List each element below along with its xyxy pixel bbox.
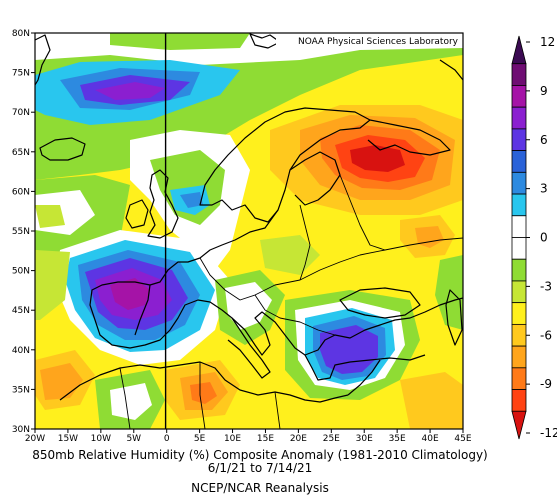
colorbar-segment	[511, 128, 527, 152]
colorbar-segment	[511, 215, 527, 238]
lon-label: 20W	[25, 434, 45, 444]
caption-dates: 6/1/21 to 7/14/21	[207, 461, 313, 475]
coast-caspian	[445, 289, 463, 346]
lat-label: 35N	[12, 385, 30, 395]
lat-label: 60N	[12, 187, 30, 197]
field-africa-white	[110, 383, 152, 420]
colorbar-segment	[511, 258, 527, 282]
colorbar-segment	[511, 35, 527, 65]
borders-east	[299, 204, 311, 281]
longitude-ticks: 20W 15W 10W 5W 0 5E 10E 15E 20E 25E 30E 35E 40E 45E	[25, 429, 472, 444]
borders-balkan	[254, 294, 336, 336]
field-ne-core	[350, 145, 405, 172]
lon-label: 10W	[91, 434, 111, 444]
lon-label: 40E	[422, 434, 439, 444]
colorbar-label: 9	[540, 84, 548, 98]
coast-north-africa	[59, 361, 349, 403]
colorbar-segment	[511, 280, 527, 304]
coast-iceland	[39, 137, 86, 161]
field-east-violet	[320, 325, 378, 374]
coast-italy	[227, 317, 271, 379]
colorbar-segment	[511, 171, 527, 195]
anomaly-field	[35, 33, 463, 429]
borders-africa	[119, 362, 281, 429]
caption-title: 850mb Relative Humidity (%) Composite An…	[32, 448, 488, 462]
field-north-green-band	[110, 33, 250, 50]
lon-label: 0	[164, 434, 170, 444]
borders-russia	[339, 174, 386, 251]
field-sahara-orange5	[190, 382, 217, 404]
lat-label: 40N	[12, 346, 30, 356]
lon-label: 20E	[290, 434, 307, 444]
colorbar-segment	[511, 85, 527, 108]
colorbar-segment	[511, 389, 527, 412]
lon-label: 10E	[224, 434, 241, 444]
colorbar-segment	[511, 106, 527, 130]
colorbar-label: 3	[540, 182, 548, 196]
lat-label: 65N	[12, 148, 30, 158]
lat-label: 55N	[12, 227, 30, 237]
colorbar-segment	[511, 345, 527, 369]
lon-label: 5E	[194, 434, 206, 444]
colorbar-label: -9	[540, 377, 552, 391]
coast-levant	[347, 359, 381, 396]
lat-label: 50N	[12, 267, 30, 277]
colorbar-segment	[511, 63, 527, 86]
lat-label: 75N	[12, 69, 30, 79]
coast-blacksea	[339, 287, 421, 319]
colorbar-segment	[511, 367, 527, 390]
lat-label: 45N	[12, 306, 30, 316]
lat-label: 80N	[12, 29, 30, 39]
lon-label: 30E	[356, 434, 373, 444]
field-sw-green	[35, 250, 70, 320]
lon-label: 5W	[126, 434, 141, 444]
coast-greece	[304, 354, 426, 381]
caption-source: NCEP/NCAR Reanalysis	[191, 481, 329, 495]
lon-label: 45E	[454, 434, 471, 444]
borders-central	[199, 237, 463, 301]
lon-label: 25E	[323, 434, 340, 444]
colorbar-label: 6	[540, 133, 548, 147]
colorbar-labels: 12 9 6 3 0 -3 -6 -9 -12	[526, 35, 557, 440]
field-russia-orange2	[415, 226, 444, 248]
coast-scandinavia	[199, 107, 371, 223]
colorbar-label: -12	[540, 426, 557, 440]
field-iberia-core	[110, 278, 150, 310]
latitude-ticks: 80N 75N 70N 65N 60N 55N 50N 45N 40N 35N 30N	[12, 29, 35, 435]
field-blue-northsea	[180, 192, 203, 208]
colorbar-segment	[511, 193, 527, 217]
colorbar-label: 12	[540, 35, 555, 49]
coast-ireland	[125, 199, 149, 229]
lon-label: 35E	[389, 434, 406, 444]
field-west-yellow	[35, 205, 65, 228]
colorbar-segment	[511, 302, 527, 325]
coast-greenland	[35, 34, 51, 86]
coastlines	[35, 33, 463, 429]
lon-label: 15W	[58, 434, 78, 444]
lat-label: 70N	[12, 108, 30, 118]
coast-iberia-border	[134, 284, 151, 336]
coast-novaya	[439, 59, 463, 81]
lat-label: 30N	[12, 425, 30, 435]
coast-kola	[367, 119, 451, 156]
colorbar-segment	[511, 410, 527, 440]
colorbar-label: 0	[540, 231, 548, 245]
coast-europe-west	[89, 209, 463, 356]
field-arabia-orange	[400, 372, 463, 429]
field-alps-white	[225, 282, 272, 330]
colorbar-label: -3	[540, 279, 552, 293]
colorbar	[511, 35, 527, 440]
colorbar-segment	[511, 237, 527, 260]
field-north-purple	[95, 82, 165, 100]
colorbar-segment	[511, 150, 527, 173]
lon-label: 15E	[257, 434, 274, 444]
colorbar-label: -6	[540, 328, 552, 342]
colorbar-segment	[511, 323, 527, 347]
credit-label: NOAA Physical Sciences Laboratory	[276, 36, 461, 48]
